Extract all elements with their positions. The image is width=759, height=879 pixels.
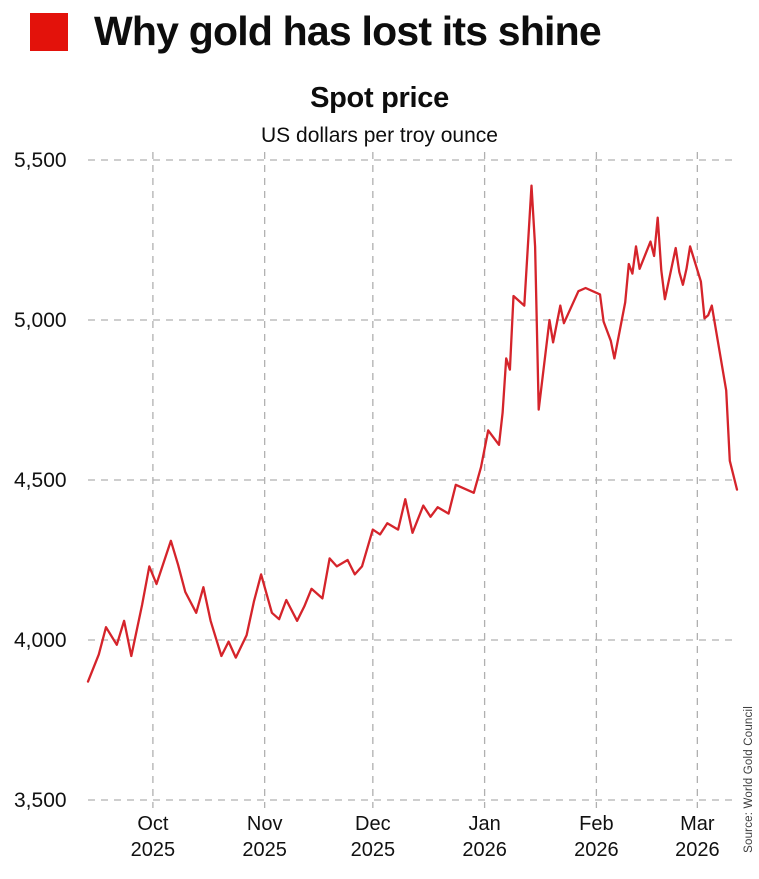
x-axis-year-label: 2026 (462, 839, 507, 861)
x-axis-year-label: 2025 (351, 839, 396, 861)
x-axis-month-label: Jan (468, 813, 500, 835)
x-axis-year-label: 2025 (131, 839, 176, 861)
y-axis-tick-label: 4,500 (14, 469, 67, 492)
chart-unit-label: US dollars per troy ounce (261, 124, 498, 147)
gold-price-line (86, 184, 739, 683)
chart-title: Why gold has lost its shine (94, 8, 602, 54)
source-credit: Source: World Gold Council (743, 706, 755, 853)
gold-spot-price-line-chart: 3,500 4,000 4,500 5,000 5,500 Oct 2025 Nov 2025 D… (14, 149, 739, 861)
x-axis-month-label: Nov (247, 813, 283, 835)
x-axis-year-label: 2026 (574, 839, 619, 861)
x-axis-month-label: Mar (680, 813, 715, 835)
chart-subtitle: Spot price (310, 82, 449, 114)
x-axis-month-label: Feb (579, 813, 613, 835)
y-axis-tick-label: 3,500 (14, 789, 67, 812)
x-axis-month-label: Dec (355, 813, 391, 835)
y-axis-tick-label: 5,500 (14, 149, 67, 172)
y-axis-tick-label: 4,000 (14, 629, 67, 652)
y-axis-tick-label: 5,000 (14, 309, 67, 332)
x-axis-year-label: 2026 (675, 839, 720, 861)
chart-header: Why gold has lost its shine (30, 8, 602, 55)
x-axis-year-label: 2025 (242, 839, 287, 861)
red-square-logo (30, 12, 68, 51)
x-axis-month-label: Oct (137, 813, 169, 835)
